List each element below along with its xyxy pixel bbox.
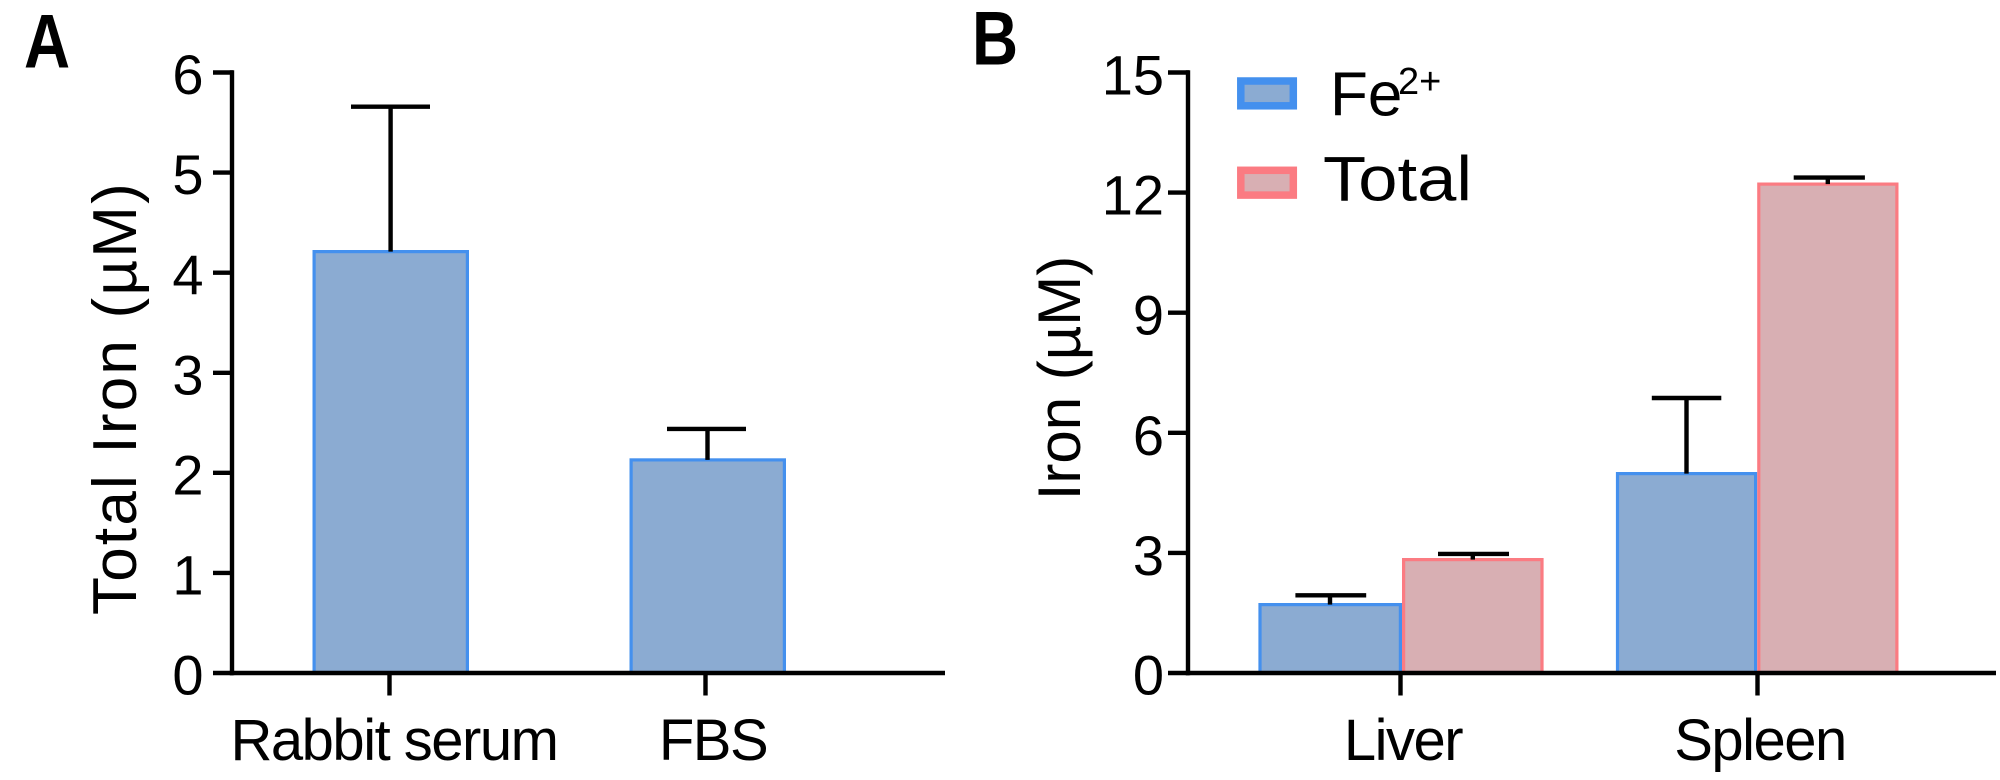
svg-text:2: 2 bbox=[172, 443, 203, 506]
svg-text:3: 3 bbox=[172, 343, 203, 406]
svg-text:15: 15 bbox=[1102, 44, 1164, 107]
svg-text:1: 1 bbox=[172, 543, 203, 606]
svg-text:FBS: FBS bbox=[659, 708, 767, 773]
svg-text:A: A bbox=[24, 0, 70, 84]
svg-text:0: 0 bbox=[172, 644, 203, 707]
svg-text:6: 6 bbox=[172, 43, 203, 106]
svg-text:Spleen: Spleen bbox=[1674, 708, 1846, 773]
svg-text:4: 4 bbox=[172, 243, 203, 306]
svg-text:Liver: Liver bbox=[1344, 708, 1463, 773]
svg-text:5: 5 bbox=[172, 143, 203, 206]
svg-text:Total Iron (µM): Total Iron (µM) bbox=[81, 181, 150, 615]
svg-text:Rabbit serum: Rabbit serum bbox=[231, 708, 558, 773]
svg-text:3: 3 bbox=[1133, 524, 1164, 587]
svg-text:12: 12 bbox=[1102, 164, 1164, 227]
svg-text:9: 9 bbox=[1133, 284, 1164, 347]
svg-text:Fe: Fe bbox=[1330, 61, 1402, 130]
svg-text:Total: Total bbox=[1323, 145, 1472, 215]
svg-text:B: B bbox=[972, 0, 1018, 81]
svg-text:6: 6 bbox=[1133, 404, 1164, 467]
svg-text:0: 0 bbox=[1133, 644, 1164, 707]
svg-text:Iron (µM): Iron (µM) bbox=[1026, 256, 1093, 501]
svg-text:2+: 2+ bbox=[1398, 61, 1441, 103]
